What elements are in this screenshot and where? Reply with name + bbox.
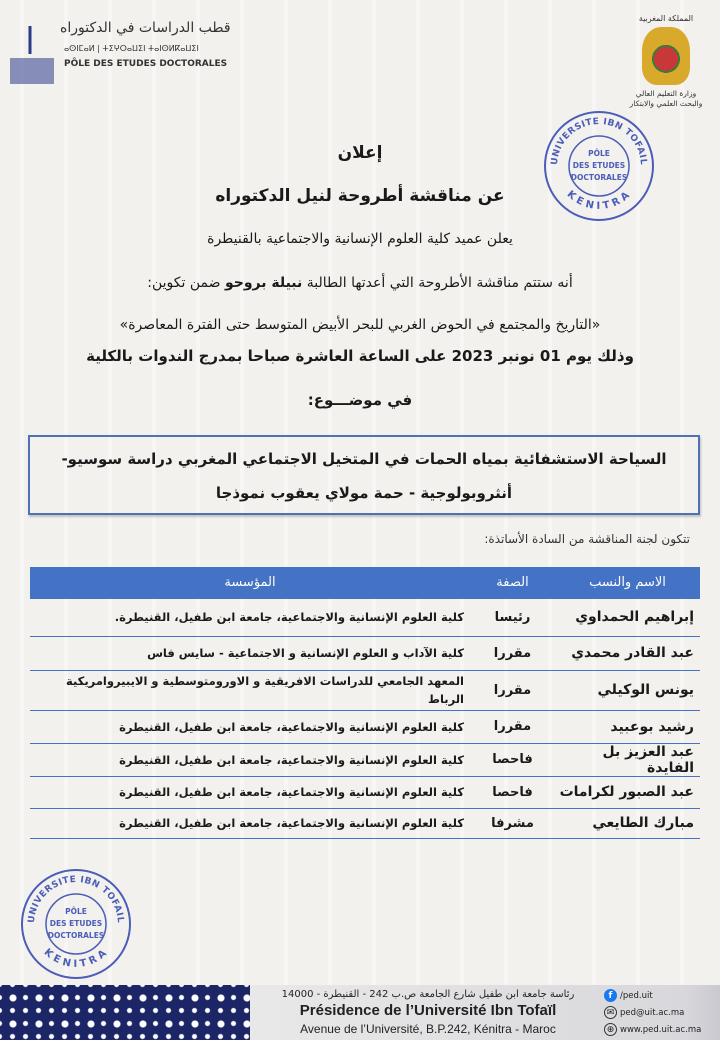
- email-icon: ✉: [604, 1006, 617, 1019]
- member-institution: كلية الآداب و العلوم الإنسانية و الاجتما…: [30, 635, 470, 670]
- member-role: فاحصا: [470, 775, 555, 808]
- member-role: رئيسا: [470, 597, 555, 636]
- student-name: نبيلة بروحو: [224, 275, 303, 291]
- member-institution: كلية العلوم الإنسانية والاجتماعية، جامعة…: [30, 709, 470, 743]
- member-institution: كلية العلوم الإنسانية والاجتماعية، جامعة…: [30, 807, 470, 839]
- line2-pre: أنه ستتم مناقشة الأطروحة التي أعدتها الط…: [306, 275, 573, 291]
- email-link[interactable]: ✉ ped@uit.ac.ma: [604, 1006, 684, 1019]
- announcement-line1: يعلن عميد كلية العلوم الإنسانية والاجتما…: [207, 231, 513, 247]
- kingdom-label: المملكة المغربية: [638, 14, 694, 23]
- date-post: على الساعة العاشرة صباحا بمدرج الندوات ب…: [86, 347, 447, 365]
- member-role: مقررا: [470, 635, 555, 670]
- stamp-bottom-text: KENITRA: [42, 947, 109, 970]
- ped-logo: قطب الدراسات في الدكتوراه ⴰⵙⵏⵎⴰⵍ | ⵜⵉⵖⵔⴰ…: [8, 18, 238, 88]
- member-institution: كلية العلوم الإنسانية والاجتماعية، جامعة…: [30, 742, 470, 776]
- topic-line2: أنثروبولوجية - حمة مولاي يعقوب نموذجا: [215, 484, 513, 502]
- member-name: مبارك الطايعي: [555, 807, 700, 839]
- topic-line1: السياحة الاستشفائية بمياه الحمات في المت…: [61, 450, 667, 468]
- table-row: مبارك الطايعي مشرفا كلية العلوم الإنسانية …: [30, 807, 700, 839]
- ped-tifinagh-name: ⴰⵙⵏⵎⴰⵍ | ⵜⵉⵖⵔⴰⵡⵉⵏ ⵜⴰⵏⵙⵍⴽⴰⵡⵉⵏ: [64, 44, 199, 53]
- member-role: مشرفا: [470, 807, 555, 839]
- date-line: وذلك يوم 01 نونبر 2023 على الساعة العاشر…: [0, 347, 720, 365]
- defense-date: 01 نونبر 2023: [451, 347, 561, 365]
- footer-arabic-address: رئاسة جامعة ابن طفيل شارع الجامعة ص.ب 24…: [281, 989, 575, 1000]
- ministry-line1: وزارة التعليم العالي: [635, 89, 697, 98]
- committee-table: الاسم والنسب الصفة المؤسسة إبراهيم الحمداو…: [30, 567, 700, 839]
- university-stamp-top: UNIVERSITE IBN TOFAIL PÔLE DES ETUDES DO…: [543, 110, 655, 222]
- ministry-line2: والبحث العلمي والابتكار: [629, 99, 703, 108]
- header-institution: المؤسسة: [30, 567, 470, 598]
- ped-arabic-name: قطب الدراسات في الدكتوراه: [60, 20, 231, 36]
- stamp-graphic: UNIVERSITE IBN TOFAIL PÔLE DES ETUDES DO…: [544, 111, 654, 221]
- header-role: الصفة: [470, 567, 555, 598]
- footer-address: Avenue de l’Université, B.P.242, Kénitra…: [300, 1022, 556, 1036]
- ped-french-name: PÔLE DES ETUDES DOCTORALES: [64, 59, 228, 69]
- table-row: عبد الصبور لكرامات فاحصا كلية العلوم الإنس…: [30, 775, 700, 808]
- member-name: يونس الوكيلي: [555, 669, 700, 710]
- footer-pattern: [0, 985, 250, 1040]
- ministry-logo: المملكة المغربية وزارة التعليم العالي وا…: [618, 14, 714, 134]
- member-role: فاحصا: [470, 742, 555, 776]
- member-name: عبد الصبور لكرامات: [555, 775, 700, 808]
- table-row: عبد العزيز بل الفايدة فاحصا كلية العلوم ال…: [30, 742, 700, 776]
- table-row: يونس الوكيلي مقررا المعهد الجامعي للدراسات…: [30, 669, 700, 710]
- stamp-center-3: DOCTORALES: [571, 173, 627, 182]
- line2-post: ضمن تكوين:: [147, 275, 221, 291]
- table-row: عبد القادر محمدي مقررا كلية الآداب و العلو…: [30, 635, 700, 670]
- topic-label: في موضـــوع:: [307, 391, 413, 409]
- facebook-icon: f: [604, 989, 617, 1002]
- member-name: عبد القادر محمدي: [555, 635, 700, 670]
- date-pre: وذلك يوم: [566, 347, 634, 365]
- member-role: مقررا: [470, 709, 555, 743]
- email-text: ped@uit.ac.ma: [620, 1007, 685, 1018]
- member-institution: المعهد الجامعي للدراسات الافريقية و الاو…: [30, 669, 470, 710]
- member-institution: كلية العلوم الإنسانية والاجتماعية، جامعة…: [30, 775, 470, 808]
- committee-intro: تتكون لجنة المناقشة من السادة الأساتذة:: [484, 532, 690, 546]
- ped-logo-mark: [10, 26, 54, 84]
- announcement-title: إعلان: [337, 143, 383, 163]
- table-row: إبراهيم الحمداوي رئيسا كلية العلوم الإنسان…: [30, 597, 700, 636]
- member-role: مقررا: [470, 669, 555, 710]
- globe-icon: ⊕: [604, 1023, 617, 1036]
- stamp-center-1: PÔLE: [588, 149, 610, 158]
- footer-title: Présidence de l’Université Ibn Tofaïl: [299, 1002, 557, 1019]
- member-name: رشيد بوعبيد: [555, 709, 700, 743]
- table-row: رشيد بوعبيد مقررا كلية العلوم الإنسانية وا…: [30, 709, 700, 743]
- facebook-text: /ped.uit: [620, 990, 653, 1001]
- website-link[interactable]: ⊕ www.ped.uit.ac.ma: [604, 1023, 701, 1036]
- stamp-graphic: UNIVERSITE IBN TOFAIL PÔLE DES ETUDES DO…: [21, 869, 131, 979]
- table-header: الاسم والنسب الصفة المؤسسة: [30, 567, 700, 598]
- stamp-center-3: DOCTORALES: [48, 931, 104, 940]
- stamp-center-2: DES ETUDES: [50, 919, 102, 928]
- university-stamp-bottom: UNIVERSITE IBN TOFAIL PÔLE DES ETUDES DO…: [20, 868, 132, 980]
- program-name: «التاريخ والمجتمع في الحوض الغربي للبحر …: [119, 317, 601, 333]
- member-name: عبد العزيز بل الفايدة: [555, 742, 700, 776]
- facebook-link[interactable]: f/ped.uit: [604, 989, 653, 1002]
- thesis-topic-box: السياحة الاستشفائية بمياه الحمات في المت…: [28, 435, 700, 515]
- header-name: الاسم والنسب: [555, 567, 700, 598]
- stamp-center-2: DES ETUDES: [573, 161, 625, 170]
- website-text: www.ped.uit.ac.ma: [620, 1024, 702, 1035]
- coat-of-arms-icon: [642, 27, 690, 85]
- member-name: إبراهيم الحمداوي: [555, 597, 700, 636]
- stamp-center-1: PÔLE: [65, 907, 87, 916]
- member-institution: كلية العلوم الإنسانية والاجتماعية، جامعة…: [30, 597, 470, 636]
- svg-text:KENITRA: KENITRA: [42, 947, 111, 970]
- announcement-line2: أنه ستتم مناقشة الأطروحة التي أعدتها الط…: [0, 275, 720, 291]
- announcement-subtitle: عن مناقشة أطروحة لنيل الدكتوراه: [215, 186, 505, 206]
